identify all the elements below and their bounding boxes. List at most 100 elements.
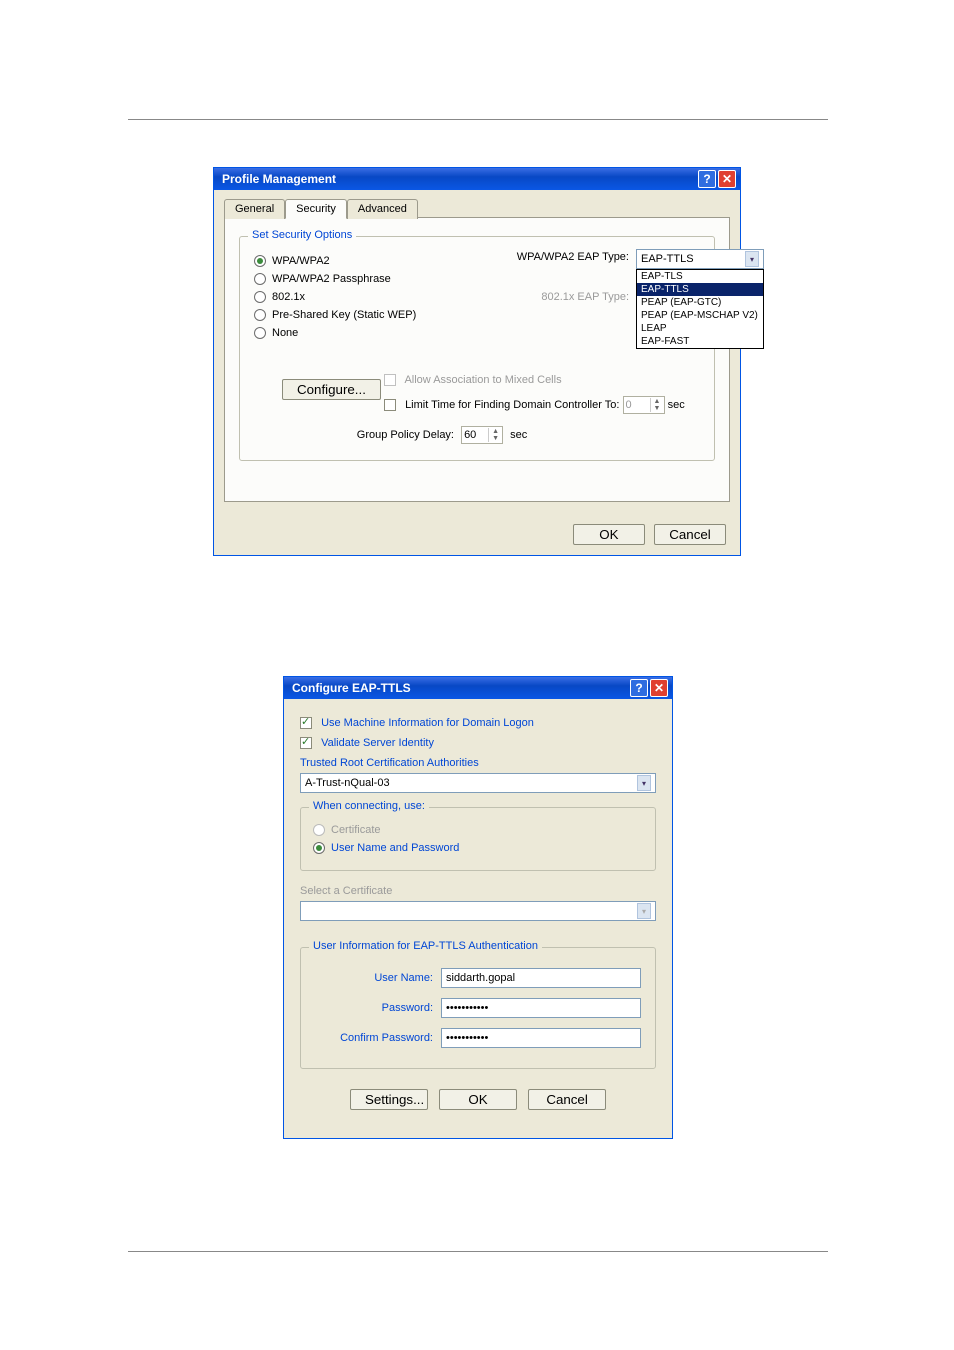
help-icon[interactable]: ? xyxy=(698,170,716,188)
group-legend: User Information for EAP-TTLS Authentica… xyxy=(309,940,542,952)
combo-value: EAP-TTLS xyxy=(641,253,694,265)
eap-type-dropdown[interactable]: EAP-TLS EAP-TTLS PEAP (EAP-GTC) PEAP (EA… xyxy=(636,269,764,349)
group-legend: Set Security Options xyxy=(248,229,356,241)
trusted-root-combo[interactable]: A-Trust-nQual-03 ▾ xyxy=(300,773,656,793)
validate-label: Validate Server Identity xyxy=(321,737,434,749)
radio-dot-icon xyxy=(254,291,266,303)
radio-dot-icon xyxy=(254,327,266,339)
confirm-input[interactable] xyxy=(441,1028,641,1048)
dialog-body: Use Machine Information for Domain Logon… xyxy=(284,699,672,1138)
chevron-down-icon: ▾ xyxy=(637,775,651,791)
eap-column: WPA/WPA2 EAP Type: 802.1x EAP Type: EAP-… xyxy=(454,249,700,345)
titlebar[interactable]: Configure EAP-TTLS ? ✕ xyxy=(284,677,672,699)
select-cert-label: Select a Certificate xyxy=(300,885,656,897)
option-eap-fast[interactable]: EAP-FAST xyxy=(637,335,763,348)
configure-eap-ttls-dialog: Configure EAP-TTLS ? ✕ Use Machine Infor… xyxy=(283,676,673,1139)
dialog-title: Profile Management xyxy=(218,172,696,186)
configure-button[interactable]: Configure... xyxy=(282,379,381,400)
tab-general[interactable]: General xyxy=(224,199,285,219)
checkbox-mixed-cells xyxy=(384,374,396,386)
radio-dot-icon xyxy=(254,255,266,267)
password-row: Password: xyxy=(313,998,643,1018)
spinner-arrows-icon[interactable]: ▲▼ xyxy=(488,428,502,442)
radio-none-label: None xyxy=(272,327,298,339)
tab-security[interactable]: Security xyxy=(285,199,347,219)
settings-button[interactable]: Settings... xyxy=(350,1089,428,1110)
username-label: User Name: xyxy=(313,972,433,984)
limit-time-unit: sec xyxy=(668,399,685,411)
profile-management-dialog: Profile Management ? ✕ General Security … xyxy=(213,167,741,556)
options-row: WPA/WPA2 WPA/WPA2 Passphrase 802.1x xyxy=(254,249,700,345)
checkbox-limit-time[interactable] xyxy=(384,399,396,411)
group-policy-delay-row: Group Policy Delay: ▲▼ sec xyxy=(258,426,700,444)
page-rule-top xyxy=(128,119,828,120)
gpd-input[interactable] xyxy=(462,429,488,441)
radio-dot-icon xyxy=(313,824,325,836)
trusted-root-value: A-Trust-nQual-03 xyxy=(305,777,390,789)
page-rule-bottom xyxy=(128,1251,828,1252)
confirm-password-row: Confirm Password: xyxy=(313,1028,643,1048)
option-eap-ttls[interactable]: EAP-TTLS xyxy=(637,283,763,296)
radio-dot-icon xyxy=(254,273,266,285)
radio-wpa-passphrase[interactable]: WPA/WPA2 Passphrase xyxy=(254,273,454,285)
option-eap-tls[interactable]: EAP-TLS xyxy=(637,270,763,283)
radio-user-label: User Name and Password xyxy=(331,842,459,854)
close-icon[interactable]: ✕ xyxy=(718,170,736,188)
machine-info-label: Use Machine Information for Domain Logon xyxy=(321,717,534,729)
radio-dot-icon xyxy=(313,842,325,854)
limit-time-label: Limit Time for Finding Domain Controller… xyxy=(405,399,619,411)
radio-8021x-label: 802.1x xyxy=(272,291,305,303)
radio-8021x[interactable]: 802.1x xyxy=(254,291,454,303)
limit-time-row: Limit Time for Finding Domain Controller… xyxy=(384,396,700,414)
radio-wpa[interactable]: WPA/WPA2 xyxy=(254,255,454,267)
validate-row[interactable]: Validate Server Identity xyxy=(300,737,656,749)
8021x-eap-label: 802.1x EAP Type: xyxy=(454,291,629,303)
security-options-group: Set Security Options WPA/WPA2 WPA/WPA2 P… xyxy=(239,236,715,461)
gpd-label: Group Policy Delay: xyxy=(258,429,454,441)
dialog-title: Configure EAP-TTLS xyxy=(288,681,628,695)
radio-certificate: Certificate xyxy=(313,824,643,836)
checkbox-machine-info[interactable] xyxy=(300,717,312,729)
eap-type-combo[interactable]: EAP-TTLS ▾ xyxy=(636,249,764,269)
chevron-down-icon: ▾ xyxy=(637,903,651,919)
password-label: Password: xyxy=(313,1002,433,1014)
checkbox-validate[interactable] xyxy=(300,737,312,749)
radio-wpa-label: WPA/WPA2 xyxy=(272,255,330,267)
help-icon[interactable]: ? xyxy=(630,679,648,697)
close-icon[interactable]: ✕ xyxy=(650,679,668,697)
gpd-spinner[interactable]: ▲▼ xyxy=(461,426,503,444)
ok-button[interactable]: OK xyxy=(573,524,645,545)
option-peap-mschap[interactable]: PEAP (EAP-MSCHAP V2) xyxy=(637,309,763,322)
tab-advanced[interactable]: Advanced xyxy=(347,199,418,219)
option-leap[interactable]: LEAP xyxy=(637,322,763,335)
username-input[interactable] xyxy=(441,968,641,988)
radio-none[interactable]: None xyxy=(254,327,454,339)
limit-time-input xyxy=(624,399,650,411)
cancel-button[interactable]: Cancel xyxy=(654,524,726,545)
username-row: User Name: xyxy=(313,968,643,988)
spinner-arrows-icon: ▲▼ xyxy=(650,398,664,412)
machine-info-row[interactable]: Use Machine Information for Domain Logon xyxy=(300,717,656,729)
when-connecting-group: When connecting, use: Certificate User N… xyxy=(300,807,656,871)
ok-button[interactable]: OK xyxy=(439,1089,517,1110)
confirm-label: Confirm Password: xyxy=(313,1032,433,1044)
dialog-footer: Settings... OK Cancel xyxy=(300,1085,656,1122)
radio-cert-label: Certificate xyxy=(331,824,381,836)
dialog-footer: OK Cancel xyxy=(214,514,740,555)
radio-dot-icon xyxy=(254,309,266,321)
option-peap-gtc[interactable]: PEAP (EAP-GTC) xyxy=(637,296,763,309)
tab-bar: General Security Advanced xyxy=(224,198,730,218)
dialog-body: General Security Advanced Set Security O… xyxy=(214,190,740,514)
radio-psk-wep[interactable]: Pre-Shared Key (Static WEP) xyxy=(254,309,454,321)
chevron-down-icon: ▾ xyxy=(745,251,759,267)
radio-wpa-pass-label: WPA/WPA2 Passphrase xyxy=(272,273,391,285)
password-input[interactable] xyxy=(441,998,641,1018)
select-cert-combo: ▾ xyxy=(300,901,656,921)
titlebar[interactable]: Profile Management ? ✕ xyxy=(214,168,740,190)
cancel-button[interactable]: Cancel xyxy=(528,1089,606,1110)
mixed-cells-label: Allow Association to Mixed Cells xyxy=(404,374,561,386)
radio-username-password[interactable]: User Name and Password xyxy=(313,842,643,854)
gpd-unit: sec xyxy=(510,429,527,441)
limit-time-spinner: ▲▼ xyxy=(623,396,665,414)
user-info-group: User Information for EAP-TTLS Authentica… xyxy=(300,947,656,1069)
